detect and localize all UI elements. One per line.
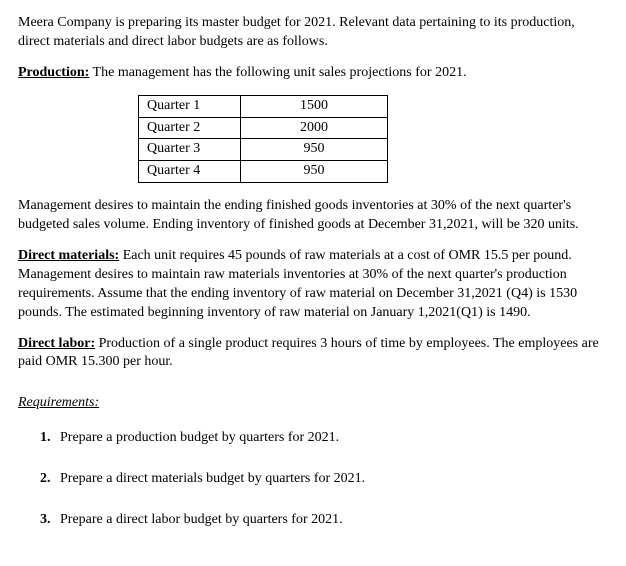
quarter-label: Quarter 3 xyxy=(139,139,241,161)
requirements-heading: Requirements: xyxy=(18,394,608,413)
table-row: Quarter 3 950 xyxy=(139,139,388,161)
direct-labor-label: Direct labor: xyxy=(18,336,95,351)
requirement-item: Prepare a direct labor budget by quarter… xyxy=(54,511,608,530)
quarter-label: Quarter 4 xyxy=(139,161,241,183)
production-label: Production: xyxy=(18,65,89,80)
requirement-text: Prepare a production budget by quarters … xyxy=(60,430,339,445)
table-row: Quarter 4 950 xyxy=(139,161,388,183)
direct-labor-text: Production of a single product requires … xyxy=(18,336,599,370)
requirement-text: Prepare a direct materials budget by qua… xyxy=(60,471,365,486)
quarter-value: 2000 xyxy=(241,117,388,139)
requirement-item: Prepare a direct materials budget by qua… xyxy=(54,470,608,489)
direct-materials-paragraph: Direct materials: Each unit requires 45 … xyxy=(18,247,608,323)
direct-materials-label: Direct materials: xyxy=(18,248,119,263)
production-note: Management desires to maintain the endin… xyxy=(18,197,608,235)
sales-projection-table: Quarter 1 1500 Quarter 2 2000 Quarter 3 … xyxy=(138,95,388,184)
quarter-value: 1500 xyxy=(241,95,388,117)
table-row: Quarter 2 2000 xyxy=(139,117,388,139)
direct-labor-paragraph: Direct labor: Production of a single pro… xyxy=(18,335,608,373)
requirements-list: Prepare a production budget by quarters … xyxy=(18,429,608,530)
production-text: The management has the following unit sa… xyxy=(89,65,466,80)
quarter-value: 950 xyxy=(241,139,388,161)
production-paragraph: Production: The management has the follo… xyxy=(18,64,608,83)
quarter-value: 950 xyxy=(241,161,388,183)
requirement-text: Prepare a direct labor budget by quarter… xyxy=(60,512,343,527)
table-row: Quarter 1 1500 xyxy=(139,95,388,117)
intro-paragraph: Meera Company is preparing its master bu… xyxy=(18,14,608,52)
quarter-label: Quarter 2 xyxy=(139,117,241,139)
quarter-label: Quarter 1 xyxy=(139,95,241,117)
requirement-item: Prepare a production budget by quarters … xyxy=(54,429,608,448)
